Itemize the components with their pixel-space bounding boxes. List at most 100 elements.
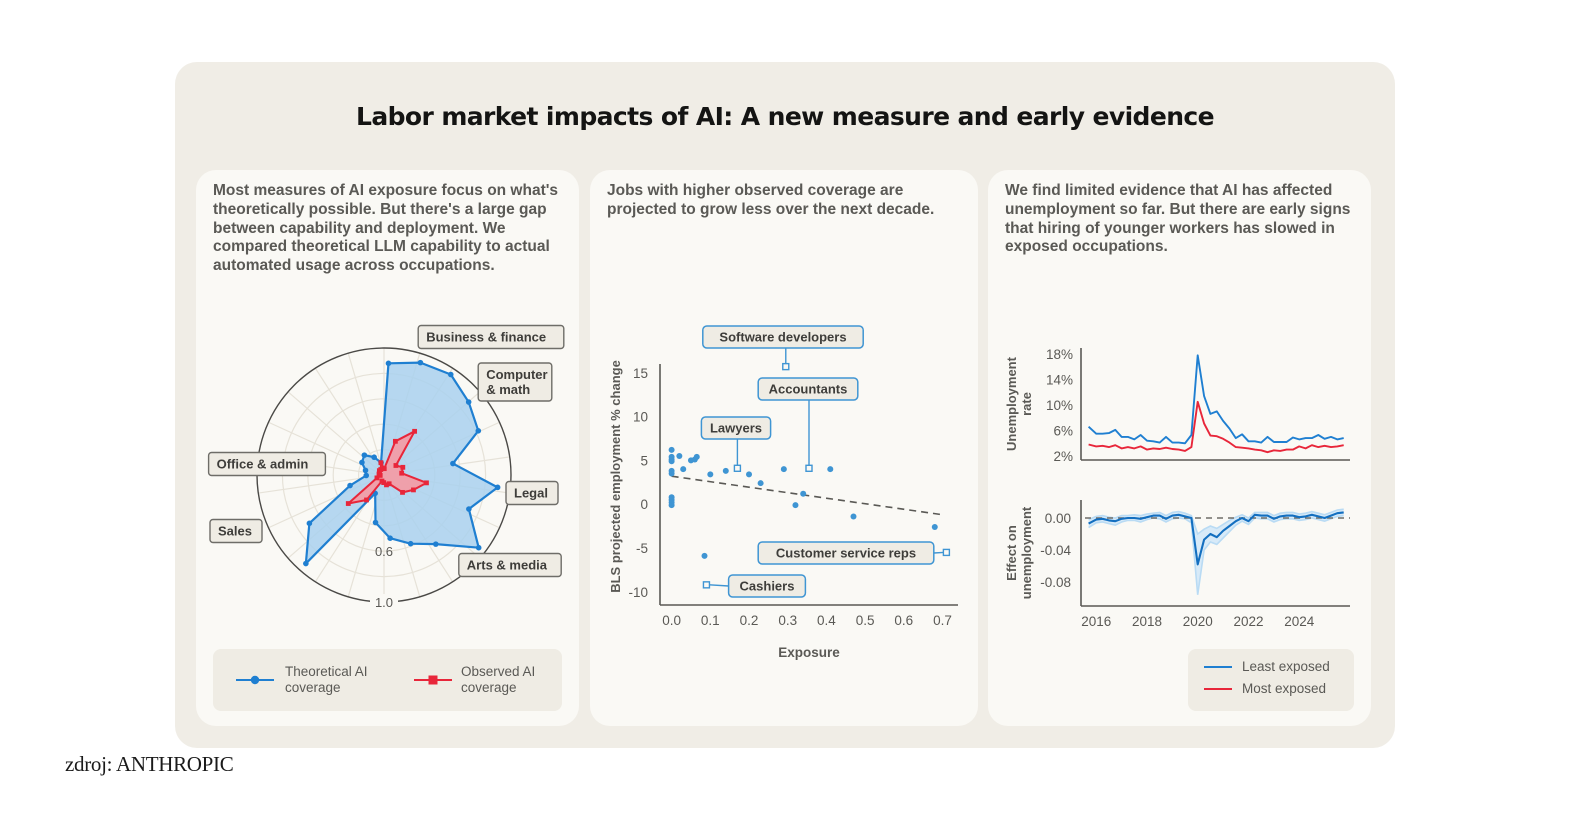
x-tick-label: 2018 [1132,614,1162,629]
x-tick-label: 0.5 [856,613,875,628]
legend-label: Theoretical AI coverage [285,664,368,695]
category-label-computer-math: Computer& math [477,362,553,402]
scatter-point [680,466,687,473]
legend-item-theoretical: Theoretical AI coverage [235,664,395,696]
label-box [209,518,263,544]
category-label: Business & finance [426,330,546,345]
theoretical-point [450,460,456,467]
radial-tick-label: 0.6 [375,544,393,559]
x-tick-label: 0.3 [778,613,797,628]
scatter-point [693,453,700,460]
scatter-point [668,470,675,477]
theoretical-point [306,520,313,527]
y-tick-label: 0.00 [1045,511,1071,526]
observed-point [412,428,418,434]
observed-point [378,467,384,472]
theoretical-point [385,360,392,367]
theoretical-point [465,399,472,405]
scatter-point [668,458,675,465]
observed-point [399,470,405,476]
callout-label: Cashiers [740,579,795,594]
scatter-point [746,471,753,478]
observed-point [393,463,399,468]
observed-point [345,501,351,506]
x-tick-label: 2020 [1183,614,1213,629]
panel-exposure-scatter: Jobs with higher observed coverage are p… [590,170,978,726]
theoretical-point [407,540,414,547]
theoretical-point [363,472,370,479]
category-label: & math [486,382,530,397]
source-credit: zdroj: ANTHROPIC [65,752,234,776]
y-tick-label: 18% [1046,347,1073,362]
unemployment-charts: 2% 6% 10% 14% 18% Unemploymentrate 0.00 -0.04 -0… [1004,347,1350,629]
y-tick-label: 6% [1053,424,1073,439]
callout-label: Lawyers [710,421,762,436]
theoretical-point [361,452,368,458]
theoretical-point [466,506,472,512]
highlighted-point [942,548,951,557]
theoretical-point [362,467,369,474]
category-label-legal: Legal [505,480,559,506]
scatter-point [722,467,729,474]
callout-box [702,325,864,349]
x-tick-label: 0.4 [817,613,836,628]
scatter-point [757,480,764,487]
effect-line [1088,511,1344,566]
label-box [417,324,565,350]
theoretical-point [417,359,424,366]
ci-lower-line [1088,514,1344,595]
category-label-office-admin: Office & admin [207,451,327,477]
observed-point [379,478,385,484]
theoretical-point [371,454,377,461]
category-label-business-finance: Business & finance [417,324,565,350]
legend-item-observed: Observed AI coverage [413,664,571,696]
x-tick-label: 2016 [1081,614,1111,629]
theoretical-point [359,459,365,466]
y-tick-label: 10 [633,410,648,425]
x-tick-label: 0.6 [894,613,913,628]
scatter-point [701,552,708,559]
theoretical-point [347,482,353,489]
y-tick-label: 5 [640,453,648,468]
callout-customer-service-reps: Customer service reps [757,541,951,565]
callout-label: Software developers [719,330,846,345]
line-least-exposed [1087,354,1344,445]
trend-line [671,475,943,516]
theoretical-point [475,544,482,551]
category-label: Office & admin [217,457,309,472]
highlighted-point [782,362,790,371]
radar-legend: Theoretical AI coverage Observed AI cove… [213,649,562,711]
y-tick-label: 14% [1046,373,1073,388]
legend-line-circle-icon [236,675,274,685]
callout-leader [709,584,729,587]
callout-box [700,416,772,440]
confidence-band [1088,509,1344,595]
scatter-point [792,502,799,509]
scatter-point [800,490,807,497]
y-tick-label: 15 [633,366,648,381]
observed-point [400,489,405,495]
infographic-card: Labor market impacts of AI: A new measur… [175,62,1395,748]
callout-lawyers: Lawyers [700,416,772,472]
observed-point [381,466,387,472]
grid-spoke [347,352,385,476]
observed-point [424,480,429,486]
scatter-point [850,513,857,520]
panel-coverage-radar: Most measures of AI exposure focus on wh… [196,170,579,726]
scatter-point [827,466,834,473]
legend-line-red-icon [1204,688,1232,690]
y-tick-label: 10% [1046,398,1073,413]
tick-label-bg [370,594,398,610]
theoretical-point [303,560,309,567]
y-axis-title: BLS projected employment % change [608,360,623,593]
line-most-exposed [1088,400,1344,454]
x-axis-title: Exposure [778,645,840,660]
y-tick-label: 2% [1053,449,1073,464]
scatter-point [668,446,675,453]
legend-line-square-icon [414,675,452,685]
observed-point [384,482,389,488]
callout-accountants: Accountants [757,377,859,472]
scatter-chart: -10 -5 0 5 10 15 0.0 0.1 0.2 0.3 0.4 0.5 0.6 0.7 Expos… [608,325,958,660]
callout-box [757,377,859,401]
y-tick-label: -0.04 [1040,543,1071,558]
